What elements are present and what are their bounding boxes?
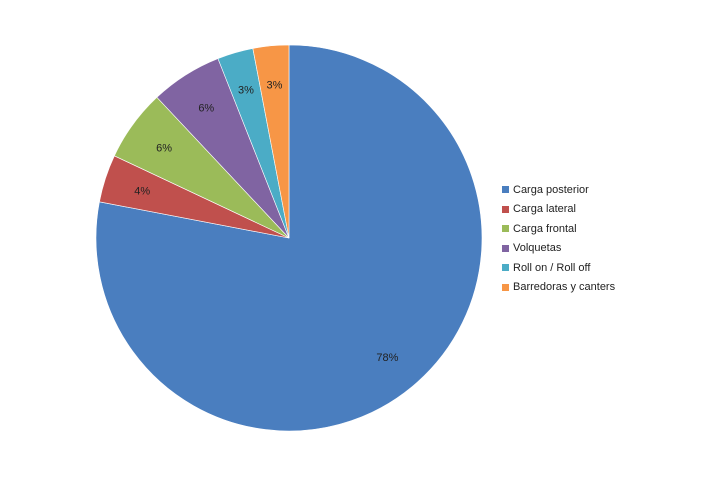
legend-item-carga-posterior: Carga posterior — [502, 180, 712, 200]
data-label-carga-posterior: 78% — [376, 352, 398, 364]
legend-swatch-volquetas — [502, 244, 509, 252]
data-label-barredoras-y-canters: 3% — [267, 79, 283, 91]
legend-swatch-carga-posterior — [502, 186, 509, 194]
legend-item-volquetas: Volquetas — [502, 239, 712, 259]
legend-label-volquetas: Volquetas — [513, 242, 562, 255]
legend-swatch-carga-lateral — [502, 205, 509, 213]
pie-slice-carga-posterior — [95, 44, 483, 432]
legend-item-roll-on-roll-off: Roll on / Roll off — [502, 258, 712, 278]
legend-label-roll-on-roll-off: Roll on / Roll off — [513, 261, 591, 274]
data-label-volquetas: 6% — [198, 103, 214, 115]
legend-label-carga-posterior: Carga posterior — [513, 183, 589, 196]
legend-item-carga-lateral: Carga lateral — [502, 200, 712, 220]
legend-item-carga-frontal: Carga frontal — [502, 219, 712, 239]
legend: Carga posterior Carga lateral Carga fron… — [502, 180, 712, 297]
legend-swatch-carga-frontal — [502, 225, 509, 233]
data-label-carga-frontal: 6% — [156, 142, 172, 154]
legend-swatch-roll-on-roll-off — [502, 264, 509, 272]
legend-swatch-barredoras-y-canters — [502, 283, 509, 291]
legend-label-carga-frontal: Carga frontal — [513, 222, 577, 235]
data-label-carga-lateral: 4% — [134, 185, 150, 197]
pie-slice-barredoras-y-canters — [252, 44, 290, 239]
legend-label-carga-lateral: Carga lateral — [513, 203, 576, 216]
legend-label-barredoras-y-canters: Barredoras y canters — [513, 281, 616, 294]
data-label-roll-on-roll-off: 3% — [238, 85, 254, 97]
legend-item-barredoras-y-canters: Barredoras y canters — [502, 278, 712, 298]
